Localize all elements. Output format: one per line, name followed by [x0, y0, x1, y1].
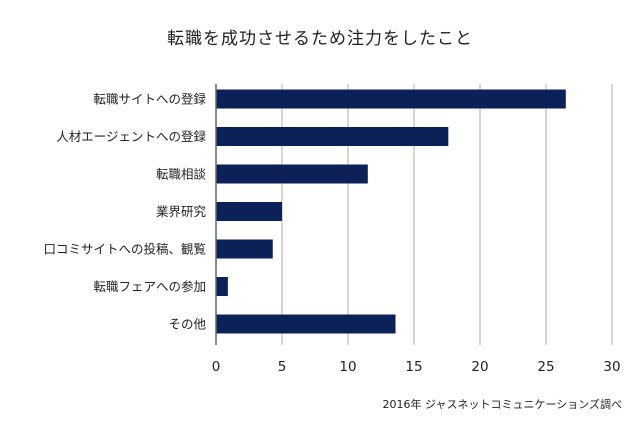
- chart-title: 転職を成功させるため注力をしたこと: [167, 29, 473, 49]
- x-tick-label: 25: [537, 359, 554, 375]
- category-label: その他: [168, 317, 206, 332]
- bar: [216, 89, 566, 109]
- x-tick-label: 10: [339, 359, 356, 375]
- bar: [216, 202, 282, 221]
- x-tick-label: 30: [603, 359, 620, 375]
- bar: [216, 127, 449, 146]
- category-labels: 転職サイトへの登録人材エージェントへの登録転職相談業界研究口コミサイトへの投稿、…: [43, 92, 206, 332]
- x-tick-labels: 0 5 10 15 20 25 30: [212, 359, 621, 375]
- grid-lines: [281, 84, 613, 345]
- category-label: 口コミサイトへの投稿、観覧: [43, 242, 206, 257]
- category-label: 業界研究: [156, 204, 207, 219]
- x-tick-label: 5: [278, 359, 287, 375]
- x-tick-label: 0: [212, 359, 221, 375]
- source-note: 2016年 ジャスネットコミュニケーションズ調べ: [383, 397, 623, 411]
- category-label: 転職相談: [156, 167, 207, 182]
- bar: [216, 314, 396, 334]
- x-tick-label: 20: [471, 359, 488, 375]
- bars: [216, 89, 566, 334]
- bar: [216, 277, 228, 296]
- x-tick-label: 15: [405, 359, 422, 375]
- category-label: 転職サイトへの登録: [93, 92, 206, 107]
- bar: [216, 239, 273, 259]
- category-label: 人材エージェントへの登録: [56, 129, 206, 144]
- category-label: 転職フェアへの参加: [93, 279, 206, 294]
- bar: [216, 164, 368, 184]
